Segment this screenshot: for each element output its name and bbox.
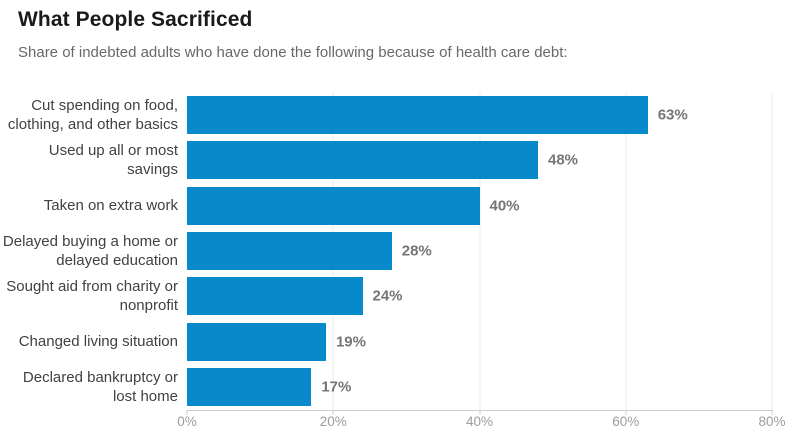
- bar-row: Used up all or most savings 48%: [0, 137, 772, 182]
- bar-row: Delayed buying a home or delayed educati…: [0, 228, 772, 273]
- value-label: 40%: [489, 197, 520, 215]
- category-label: Used up all or most savings: [48, 142, 178, 179]
- tick-mark: [625, 410, 627, 415]
- category-label: Sought aid from charity or nonprofit: [6, 278, 178, 315]
- value-label: 17%: [321, 378, 352, 396]
- x-axis-tick-labels: 0% 20% 40% 60% 80%: [177, 414, 785, 432]
- category-label: Taken on extra work: [43, 197, 178, 215]
- bar-row: Changed living situation 19%: [0, 319, 772, 364]
- bar-track: 17%: [187, 368, 772, 407]
- bar-track: 63%: [187, 95, 772, 134]
- bar-row: Taken on extra work 40%: [0, 183, 772, 228]
- value-label: 48%: [548, 151, 579, 169]
- value-label: 28%: [401, 242, 432, 260]
- tick-label: 20%: [319, 414, 347, 429]
- value-label: 19%: [335, 333, 366, 351]
- bar: [187, 368, 312, 407]
- chart-subtitle: Share of indebted adults who have done t…: [18, 44, 568, 61]
- bar: [187, 231, 392, 270]
- bar-track: 48%: [187, 141, 772, 180]
- bar: [187, 95, 648, 134]
- bar: [187, 277, 363, 316]
- bar-rows: Cut spending on food, clothing, and othe…: [0, 92, 772, 410]
- tick-mark: [332, 410, 334, 415]
- tick-label: 40%: [465, 414, 494, 429]
- gridline: [625, 92, 627, 410]
- bar-chart: Cut spending on food, clothing, and othe…: [0, 92, 786, 429]
- tick-label: 80%: [758, 414, 786, 429]
- category-label: Changed living situation: [18, 333, 178, 351]
- tick-mark: [479, 410, 480, 415]
- category-label: Delayed buying a home or delayed educati…: [2, 232, 178, 269]
- bar-row: Declared bankruptcy or lost home 17%: [0, 365, 772, 410]
- gridline: [479, 92, 480, 410]
- bar-track: 28%: [187, 231, 772, 270]
- bar-row: Cut spending on food, clothing, and othe…: [0, 92, 772, 137]
- value-label: 24%: [372, 287, 403, 305]
- category-label: Declared bankruptcy or lost home: [22, 369, 178, 406]
- bar: [187, 322, 326, 361]
- bar: [187, 141, 538, 180]
- bar: [187, 186, 480, 225]
- bar-track: 19%: [187, 322, 772, 361]
- gridline: [771, 92, 773, 410]
- bar-row: Sought aid from charity or nonprofit 24%: [0, 274, 772, 319]
- x-axis-tick-marks: [186, 410, 773, 416]
- tick-mark: [771, 410, 773, 415]
- category-label: Cut spending on food, clothing, and othe…: [7, 96, 178, 133]
- tick-label: 60%: [612, 414, 640, 429]
- value-label: 63%: [657, 106, 688, 124]
- tick-mark: [186, 410, 188, 415]
- chart-title: What People Sacrificed: [18, 8, 253, 31]
- bar-track: 40%: [187, 186, 772, 225]
- tick-label: 0%: [177, 414, 197, 429]
- x-axis-line: [187, 410, 773, 411]
- bar-track: 24%: [187, 277, 772, 316]
